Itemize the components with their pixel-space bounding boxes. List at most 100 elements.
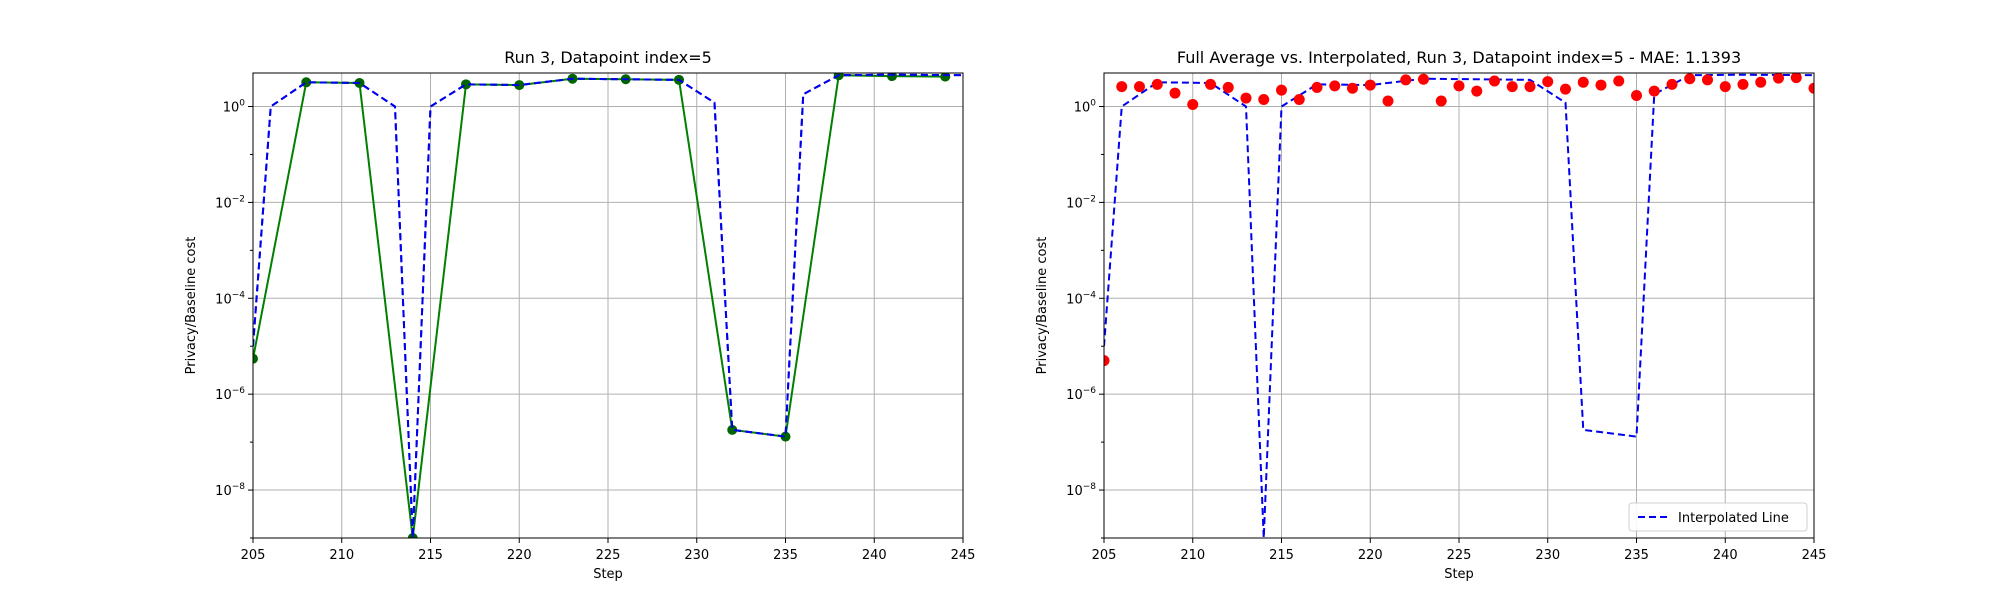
right-chart-red-point [1258, 94, 1270, 106]
right-chart-red-point [1631, 89, 1642, 101]
right-chart-y-tick-label: 10−6 [1066, 386, 1096, 403]
right-chart-red-point [1134, 81, 1145, 93]
left-chart-x-tick-label: 205 [241, 548, 266, 563]
left-chart-sampled-marker [833, 73, 844, 81]
right-chart-red-point [1364, 79, 1376, 91]
right-chart-y-tick-label: 10−8 [1066, 482, 1096, 499]
right-chart-red-point [1702, 74, 1713, 86]
right-chart-red-point [1684, 73, 1696, 85]
right-chart-red-point [1524, 81, 1536, 93]
right-chart-red-point [1347, 82, 1358, 94]
right-chart-red-point [1790, 73, 1802, 84]
right-chart-red-point [1240, 92, 1252, 104]
right-chart-x-tick-label: 235 [1624, 548, 1649, 563]
right-chart-red-point [1293, 94, 1305, 106]
right-chart-red-point [1418, 73, 1429, 85]
right-chart-red-point [1471, 85, 1483, 97]
left-chart-y-tick-label: 10−6 [215, 386, 245, 403]
right-chart-red-point [1595, 79, 1607, 91]
left-chart-x-tick-label: 230 [684, 548, 709, 563]
right-chart-y-tick-label: 10−2 [1066, 194, 1096, 211]
right-chart-x-tick-label: 205 [1092, 548, 1117, 563]
right-chart-red-point [1453, 80, 1465, 92]
right-chart-red-point [1329, 80, 1341, 92]
right-chart-red-point [1104, 355, 1110, 367]
left-chart-sampled-marker [514, 80, 525, 91]
right-chart-red-point [1222, 81, 1234, 93]
left-chart-frame [252, 72, 964, 539]
right-chart-y-ticks: 10−8 10−6 10−4 10−2 100 [1066, 99, 1104, 539]
right-chart-x-tick-label: 215 [1269, 548, 1294, 563]
left-chart-x-tick-label: 245 [951, 548, 976, 563]
right-chart-red-point [1577, 76, 1589, 88]
left-chart-x-tick-label: 215 [418, 548, 443, 563]
left-chart-x-ticks: 205 210 215 220 225 230 235 240 245 [241, 538, 976, 563]
right-chart-red-point [1311, 81, 1323, 93]
right-chart-red-point [1666, 78, 1678, 90]
right-chart-red-point [1773, 73, 1784, 84]
left-chart-y-tick-label: 10−4 [215, 290, 245, 307]
right-chart-red-point [1187, 99, 1199, 111]
right-chart-legend: Interpolated Line [1628, 502, 1808, 532]
right-chart-red-point [1489, 75, 1500, 87]
right-chart-red-points [1104, 73, 1814, 367]
left-chart-sampled-markers [253, 73, 951, 538]
left-chart: Run 3, Datapoint index=5 Step Privacy/Ba… [184, 48, 975, 582]
right-chart-grid [1103, 73, 1815, 538]
right-chart-red-point [1808, 82, 1814, 94]
right-chart-red-point [1755, 76, 1767, 88]
right-chart-x-tick-label: 245 [1802, 548, 1827, 563]
left-chart-y-tick-label: 10−8 [215, 482, 245, 499]
right-chart-legend-label: Interpolated Line [1678, 511, 1789, 526]
right-chart-y-tick-label: 100 [1074, 99, 1097, 116]
right-chart-red-point [1506, 81, 1518, 93]
left-chart-title: Run 3, Datapoint index=5 [504, 48, 712, 67]
right-chart-red-point [1719, 81, 1731, 93]
right-chart-red-point [1560, 83, 1571, 95]
left-chart-plot-area [253, 73, 963, 538]
right-chart-red-point [1542, 76, 1554, 88]
left-chart-sampled-marker [727, 424, 738, 435]
right-chart-red-point [1205, 78, 1216, 90]
left-chart-x-tick-label: 240 [862, 548, 887, 563]
right-chart-red-point [1382, 95, 1394, 107]
left-chart-interpolated-line-overlay [253, 73, 963, 538]
left-chart-grid [252, 73, 964, 538]
right-chart-x-axis-label: Step [1444, 567, 1474, 582]
right-chart-red-point [1613, 75, 1625, 87]
right-chart-legend-box [1628, 502, 1808, 532]
right-chart-y-axis-label: Privacy/Baseline cost [1035, 237, 1050, 375]
left-chart-sampled-line [253, 74, 946, 538]
right-chart-x-tick-label: 240 [1713, 548, 1738, 563]
left-chart-y-axis-label: Privacy/Baseline cost [184, 237, 199, 375]
right-chart-red-point [1151, 78, 1163, 90]
right-chart-red-point [1737, 78, 1749, 90]
right-chart-plot-area [1104, 73, 1814, 538]
left-chart-x-tick-label: 210 [329, 548, 354, 563]
right-chart-title: Full Average vs. Interpolated, Run 3, Da… [1177, 48, 1741, 67]
left-chart-x-tick-label: 225 [596, 548, 621, 563]
left-chart-y-tick-label: 10−2 [215, 194, 245, 211]
right-chart-x-tick-label: 225 [1447, 548, 1472, 563]
left-chart-x-tick-label: 235 [773, 548, 798, 563]
right-chart-red-point [1648, 85, 1660, 97]
right-chart-red-point [1435, 95, 1447, 107]
left-chart-y-ticks: 10−8 10−6 10−4 10−2 100 [215, 99, 253, 539]
right-chart-red-point [1116, 81, 1128, 93]
left-chart-sampled-marker [253, 353, 258, 364]
left-chart-sampled-marker [780, 431, 791, 442]
right-chart-x-tick-label: 230 [1535, 548, 1560, 563]
right-chart-red-point [1276, 84, 1287, 96]
right-chart-x-ticks: 205 210 215 220 225 230 235 240 245 [1092, 538, 1827, 563]
right-chart-x-tick-label: 210 [1180, 548, 1205, 563]
right-chart-red-point [1169, 87, 1181, 99]
right-chart-y-tick-label: 10−4 [1066, 290, 1096, 307]
right-chart-red-point [1400, 74, 1412, 86]
left-chart-x-axis-label: Step [593, 567, 623, 582]
right-chart: Full Average vs. Interpolated, Run 3, Da… [1035, 48, 1826, 582]
left-chart-x-tick-label: 220 [507, 548, 532, 563]
right-chart-x-tick-label: 220 [1358, 548, 1383, 563]
right-chart-frame [1103, 72, 1815, 539]
